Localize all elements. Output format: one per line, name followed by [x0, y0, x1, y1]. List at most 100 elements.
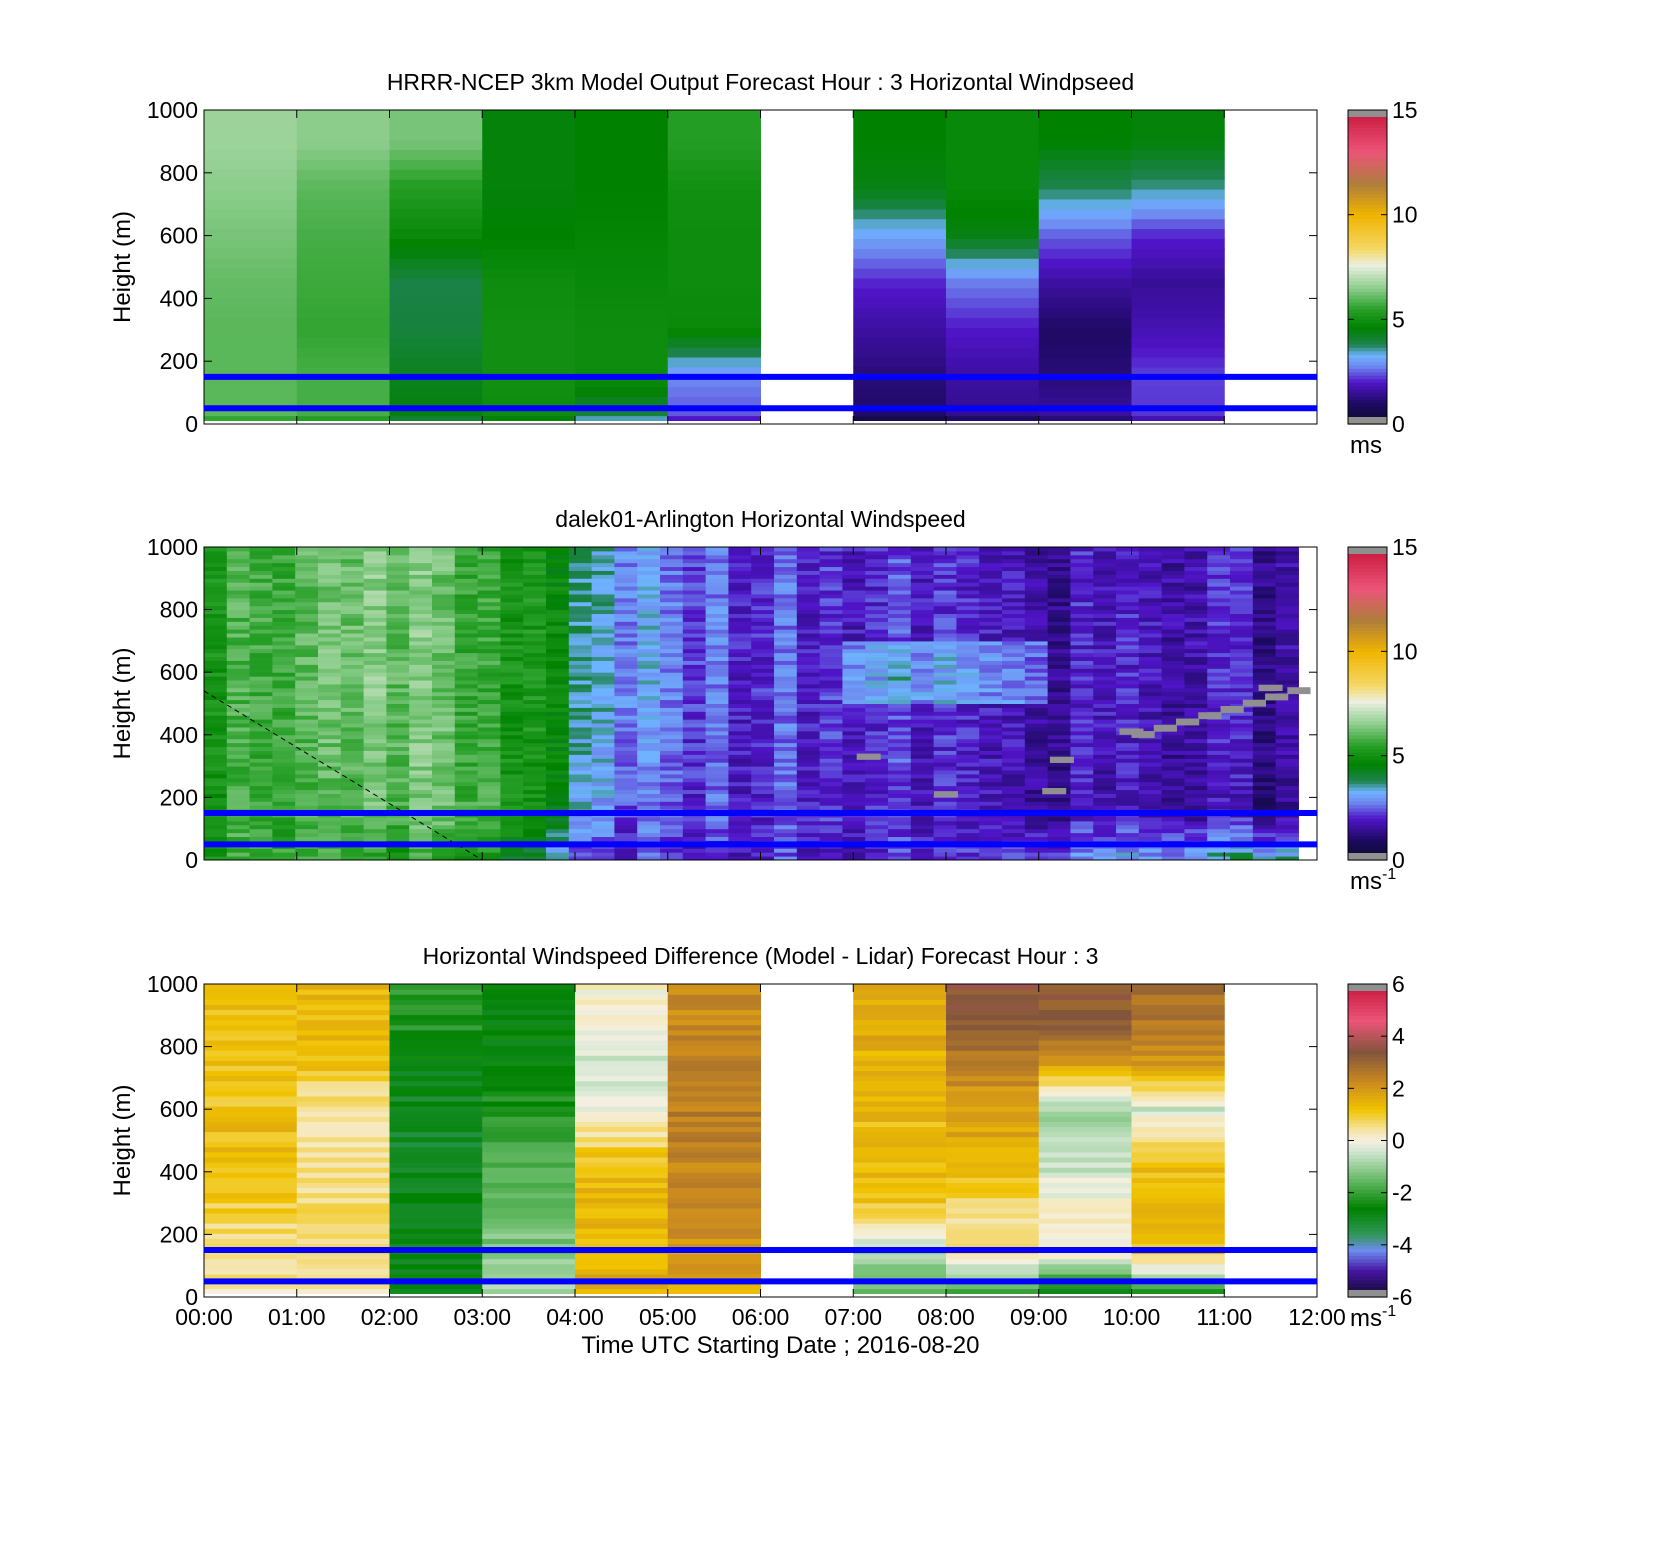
heatmap-cell — [751, 824, 775, 830]
heatmap-cell — [1230, 699, 1254, 704]
colorbar-swatch — [1348, 190, 1387, 195]
heatmap-cell — [1038, 406, 1132, 417]
heatmap-cell — [389, 1116, 483, 1122]
heatmap-cell — [1161, 738, 1185, 744]
heatmap-cell — [1024, 836, 1049, 841]
heatmap-cell — [682, 554, 707, 560]
heatmap-cell — [454, 758, 479, 763]
heatmap-cell — [204, 676, 228, 681]
heatmap-cell — [226, 773, 251, 779]
heatmap-cell — [546, 715, 570, 720]
heatmap-cell — [1138, 582, 1163, 587]
heatmap-cell — [1207, 554, 1231, 560]
heatmap-cell — [660, 664, 684, 669]
heatmap-cell — [1093, 801, 1117, 806]
heatmap-cell — [1002, 613, 1026, 618]
heatmap-cell — [660, 801, 684, 806]
heatmap-cell — [295, 586, 319, 591]
heatmap-cell — [705, 719, 729, 724]
colorbar-swatch — [1348, 658, 1387, 663]
heatmap-cell — [454, 656, 479, 661]
heatmap-cell — [660, 648, 684, 654]
heatmap-cell — [1138, 699, 1163, 704]
heatmap-cell — [946, 989, 1040, 995]
heatmap-cell — [614, 797, 638, 802]
heatmap-cell — [853, 248, 947, 259]
heatmap-cell — [946, 317, 1040, 328]
heatmap-cell — [409, 648, 433, 654]
heatmap-cell — [523, 586, 547, 591]
heatmap-cell — [796, 730, 821, 736]
heatmap-cell — [389, 1146, 483, 1153]
heatmap-cell — [409, 636, 433, 642]
heatmap-cell — [296, 1187, 390, 1194]
heatmap-cell — [946, 386, 1040, 397]
heatmap-cell — [296, 1121, 390, 1128]
heatmap-cell — [933, 726, 957, 732]
heatmap-cell — [637, 777, 661, 783]
heatmap-cell — [546, 558, 570, 564]
heatmap-cell — [318, 738, 342, 744]
heatmap-cell — [865, 730, 889, 736]
colorbar-swatch — [1348, 759, 1387, 764]
heatmap-cell — [389, 179, 483, 190]
heatmap-cell — [1161, 570, 1185, 575]
heatmap-cell — [667, 1111, 761, 1117]
heatmap-cell — [454, 578, 479, 583]
heatmap-cell — [660, 836, 684, 841]
heatmap-cell — [482, 1055, 576, 1061]
heatmap-cell — [226, 687, 251, 693]
heatmap-cell — [979, 554, 1003, 560]
heatmap-cell — [295, 719, 319, 724]
heatmap-cell — [1161, 832, 1185, 838]
heatmap-cell — [295, 832, 319, 838]
heatmap-cell — [318, 652, 342, 658]
heatmap-cell — [1038, 1192, 1132, 1199]
heatmap-cell — [500, 719, 524, 724]
heatmap-cell — [204, 754, 228, 759]
heatmap-cell — [1184, 750, 1208, 755]
heatmap-cell — [796, 789, 821, 794]
heatmap-cell — [204, 1050, 298, 1056]
heatmap-cell — [956, 828, 980, 834]
heatmap-cell — [842, 570, 866, 575]
heatmap-cell — [591, 824, 615, 830]
heatmap-cell — [1230, 613, 1254, 618]
heatmap-cell — [933, 554, 957, 560]
heatmap-cell — [272, 770, 296, 775]
colorbar-swatch — [1348, 720, 1387, 725]
heatmap-cell — [705, 762, 729, 767]
heatmap-cell — [728, 652, 752, 658]
heatmap-cell — [888, 703, 912, 708]
heatmap-cell — [386, 746, 410, 751]
heatmap-cell — [296, 1182, 390, 1189]
heatmap-cell — [1070, 597, 1094, 603]
heatmap-cell — [1116, 652, 1140, 658]
heatmap-cell — [1024, 789, 1049, 794]
heatmap-cell — [249, 687, 273, 693]
heatmap-cell — [979, 574, 1003, 579]
heatmap-cell — [386, 570, 410, 575]
heatmap-cell — [774, 562, 798, 568]
heatmap-cell — [568, 777, 593, 783]
heatmap-cell — [575, 1202, 669, 1209]
heatmap-cell — [477, 828, 501, 834]
heatmap-cell — [363, 730, 387, 736]
heatmap-cell — [819, 578, 843, 583]
colorbar-swatch — [1348, 846, 1387, 851]
heatmap-cell — [546, 547, 570, 552]
heatmap-cell — [568, 750, 593, 755]
heatmap-cell — [1207, 582, 1231, 587]
heatmap-cell — [933, 754, 957, 759]
heatmap-cell — [614, 770, 638, 775]
heatmap-cell — [842, 801, 866, 806]
heatmap-cell — [249, 836, 273, 841]
colorbar-swatch — [1348, 207, 1387, 212]
heatmap-cell — [751, 793, 775, 798]
heatmap-cell — [1252, 832, 1277, 838]
heatmap-cell — [979, 644, 1003, 650]
heatmap-cell — [409, 621, 433, 626]
heatmap-cell — [386, 656, 410, 661]
heatmap-cell — [1093, 750, 1117, 755]
heatmap-cell — [1138, 636, 1163, 642]
